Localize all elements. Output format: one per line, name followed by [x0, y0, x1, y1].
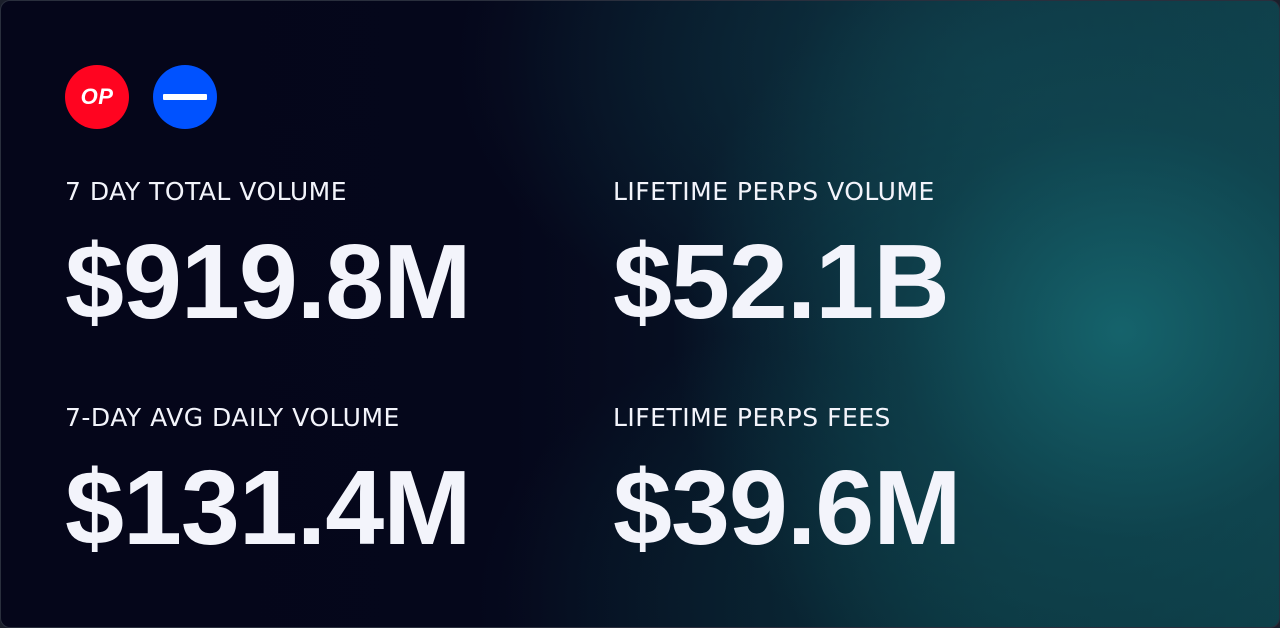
stat-value: $131.4M	[65, 449, 472, 567]
stat-label: LIFETIME PERPS FEES	[613, 403, 891, 432]
optimism-logo-icon: OP	[65, 65, 129, 129]
stat-lifetime-perps-fees: LIFETIME PERPS FEES $39.6M	[613, 403, 962, 567]
stat-label: LIFETIME PERPS VOLUME	[613, 177, 935, 206]
stat-7-day-avg-daily-volume: 7-DAY AVG DAILY VOLUME $131.4M	[65, 403, 472, 567]
stat-value: $919.8M	[65, 223, 472, 341]
chain-logos: OP	[65, 65, 217, 129]
optimism-logo-text: OP	[80, 84, 114, 109]
stat-label: 7-DAY AVG DAILY VOLUME	[65, 403, 400, 432]
base-logo-icon	[153, 65, 217, 129]
base-logo-bar	[163, 94, 207, 100]
stat-label: 7 DAY TOTAL VOLUME	[65, 177, 347, 206]
stat-value: $52.1B	[613, 223, 950, 341]
stat-value: $39.6M	[613, 449, 962, 567]
stat-7-day-total-volume: 7 DAY TOTAL VOLUME $919.8M	[65, 177, 472, 341]
stat-lifetime-perps-volume: LIFETIME PERPS VOLUME $52.1B	[613, 177, 950, 341]
